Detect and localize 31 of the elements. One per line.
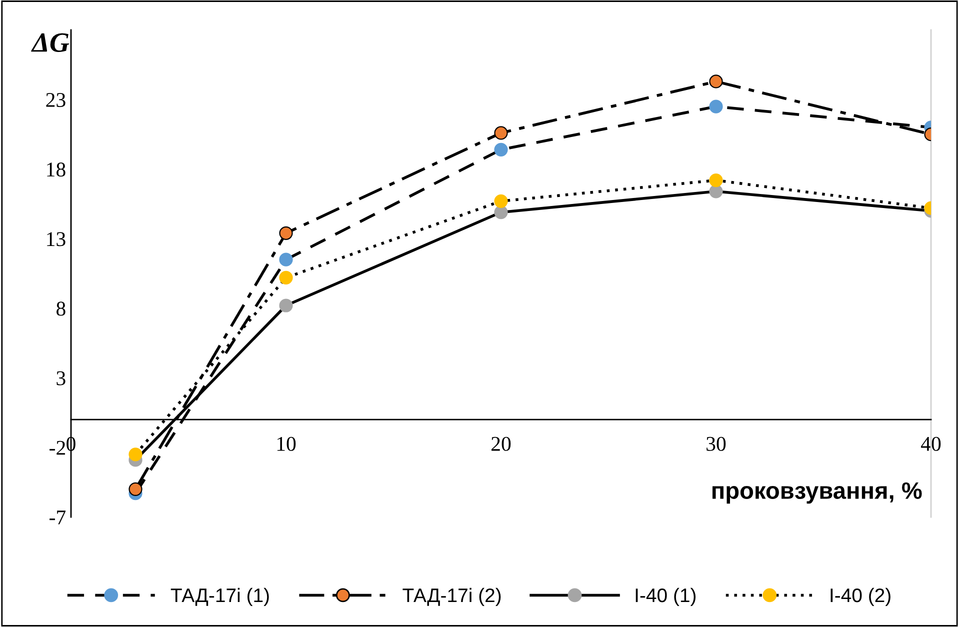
x-tick-label: 10 [277, 436, 296, 451]
point [128, 448, 142, 462]
point [128, 482, 142, 496]
x-tick-label: 40 [920, 436, 941, 451]
legend-label: ТАД-17і (2) [402, 588, 501, 606]
point [494, 205, 508, 220]
x-axis-title: проковзування, % [712, 482, 922, 504]
y-tick-label: -7 [50, 510, 66, 524]
legend-label: ТАД-17і (1) [170, 588, 269, 606]
point [494, 194, 508, 208]
point [279, 298, 293, 312]
point [494, 142, 508, 156]
x-tick-label: 30 [706, 436, 726, 451]
y-tick-label: 8 [56, 302, 66, 316]
point [709, 173, 723, 188]
x-tick-label: 20 [492, 436, 511, 451]
y-tick-label: 23 [46, 93, 66, 108]
point [279, 270, 293, 284]
point [709, 74, 723, 88]
y-tick-label: -2 [50, 440, 65, 455]
point [279, 252, 293, 266]
point [709, 100, 723, 114]
y-axis-title: ΔG [31, 33, 70, 52]
legend-label: І-40 (1) [636, 588, 696, 606]
point [709, 184, 723, 198]
point [279, 226, 293, 240]
point [494, 126, 508, 140]
legend-label: І-40 (2) [830, 588, 890, 606]
y-tick-label: 3 [56, 371, 66, 386]
y-tick-label: 13 [47, 232, 66, 246]
y-tick-label: 18 [47, 162, 66, 177]
